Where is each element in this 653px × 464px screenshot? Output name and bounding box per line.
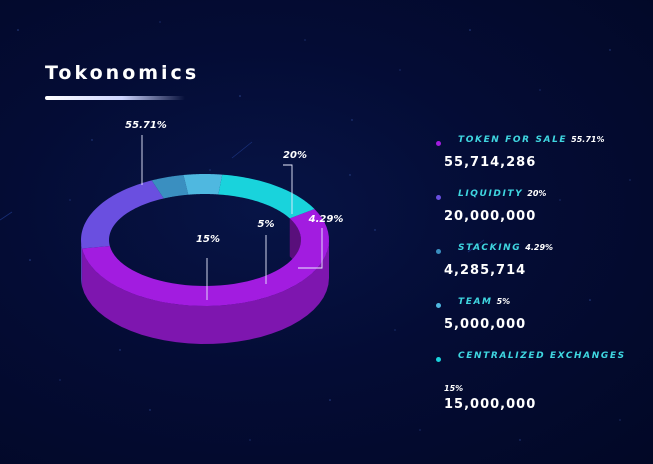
legend-label: CENTRALIZED EXCHANGES: [458, 351, 626, 361]
leader-line-liquidity: [283, 164, 293, 214]
slice-team: [183, 174, 223, 195]
data-label-team: 5%: [258, 219, 275, 230]
leader-line-stacking: [298, 228, 323, 269]
donut-outer-sides: [81, 240, 329, 344]
legend-label: STACKING 4.29%: [458, 243, 554, 253]
legend-percent: 55.71%: [571, 135, 605, 144]
legend-amount: 55,714,286: [444, 155, 537, 170]
violet-dot-icon: [436, 195, 441, 200]
cyan-dot-icon: [436, 357, 441, 362]
legend-amount: 15,000,000: [444, 397, 537, 412]
slice-token-for-sale: [82, 209, 329, 306]
legend-label: TEAM 5%: [458, 297, 511, 307]
outer-wall-token-for-sale: [82, 240, 329, 344]
title-underline: [45, 96, 185, 100]
donut-top-faces: [81, 174, 329, 306]
legend: TOKEN FOR SALE 55.71% 55,714,286 LIQUIDIT…: [432, 130, 647, 416]
legend-percent: 20%: [527, 189, 547, 198]
legend-item-stacking: STACKING 4.29% 4,285,714: [432, 238, 647, 292]
data-label-liquidity: 20%: [283, 150, 307, 161]
legend-amount: 20,000,000: [444, 209, 537, 224]
page-title: Tokonomics: [45, 62, 200, 84]
legend-percent: 5%: [496, 297, 511, 306]
legend-item-token-for-sale: TOKEN FOR SALE 55.71% 55,714,286: [432, 130, 647, 184]
light-blue-dot-icon: [436, 303, 441, 308]
legend-label: LIQUIDITY 20%: [458, 189, 547, 199]
data-label-stacking: 4.29%: [308, 214, 344, 225]
legend-item-team: TEAM 5% 5,000,000: [432, 292, 647, 346]
legend-item-centralized-exchanges: CENTRALIZED EXCHANGES 15% 15,000,000: [432, 346, 647, 416]
legend-percent: 4.29%: [525, 243, 554, 252]
legend-amount: 4,285,714: [444, 263, 527, 278]
legend-percent: 15%: [444, 384, 464, 393]
purple-dot-icon: [436, 141, 441, 146]
slice-centralized-exchanges: [218, 174, 315, 219]
legend-amount: 5,000,000: [444, 317, 527, 332]
slice-stacking: [151, 175, 189, 199]
legend-item-liquidity: LIQUIDITY 20% 20,000,000: [432, 184, 647, 238]
steel-blue-dot-icon: [436, 249, 441, 254]
outer-wall-liquidity: [81, 240, 83, 287]
data-labels: 55.71% 20% 4.29% 5% 15%: [125, 120, 343, 300]
data-label-token-for-sale: 55.71%: [125, 120, 167, 131]
data-label-centralized-exchanges: 15%: [196, 234, 220, 245]
legend-label: TOKEN FOR SALE 55.71%: [458, 135, 605, 145]
slice-liquidity: [81, 180, 164, 249]
